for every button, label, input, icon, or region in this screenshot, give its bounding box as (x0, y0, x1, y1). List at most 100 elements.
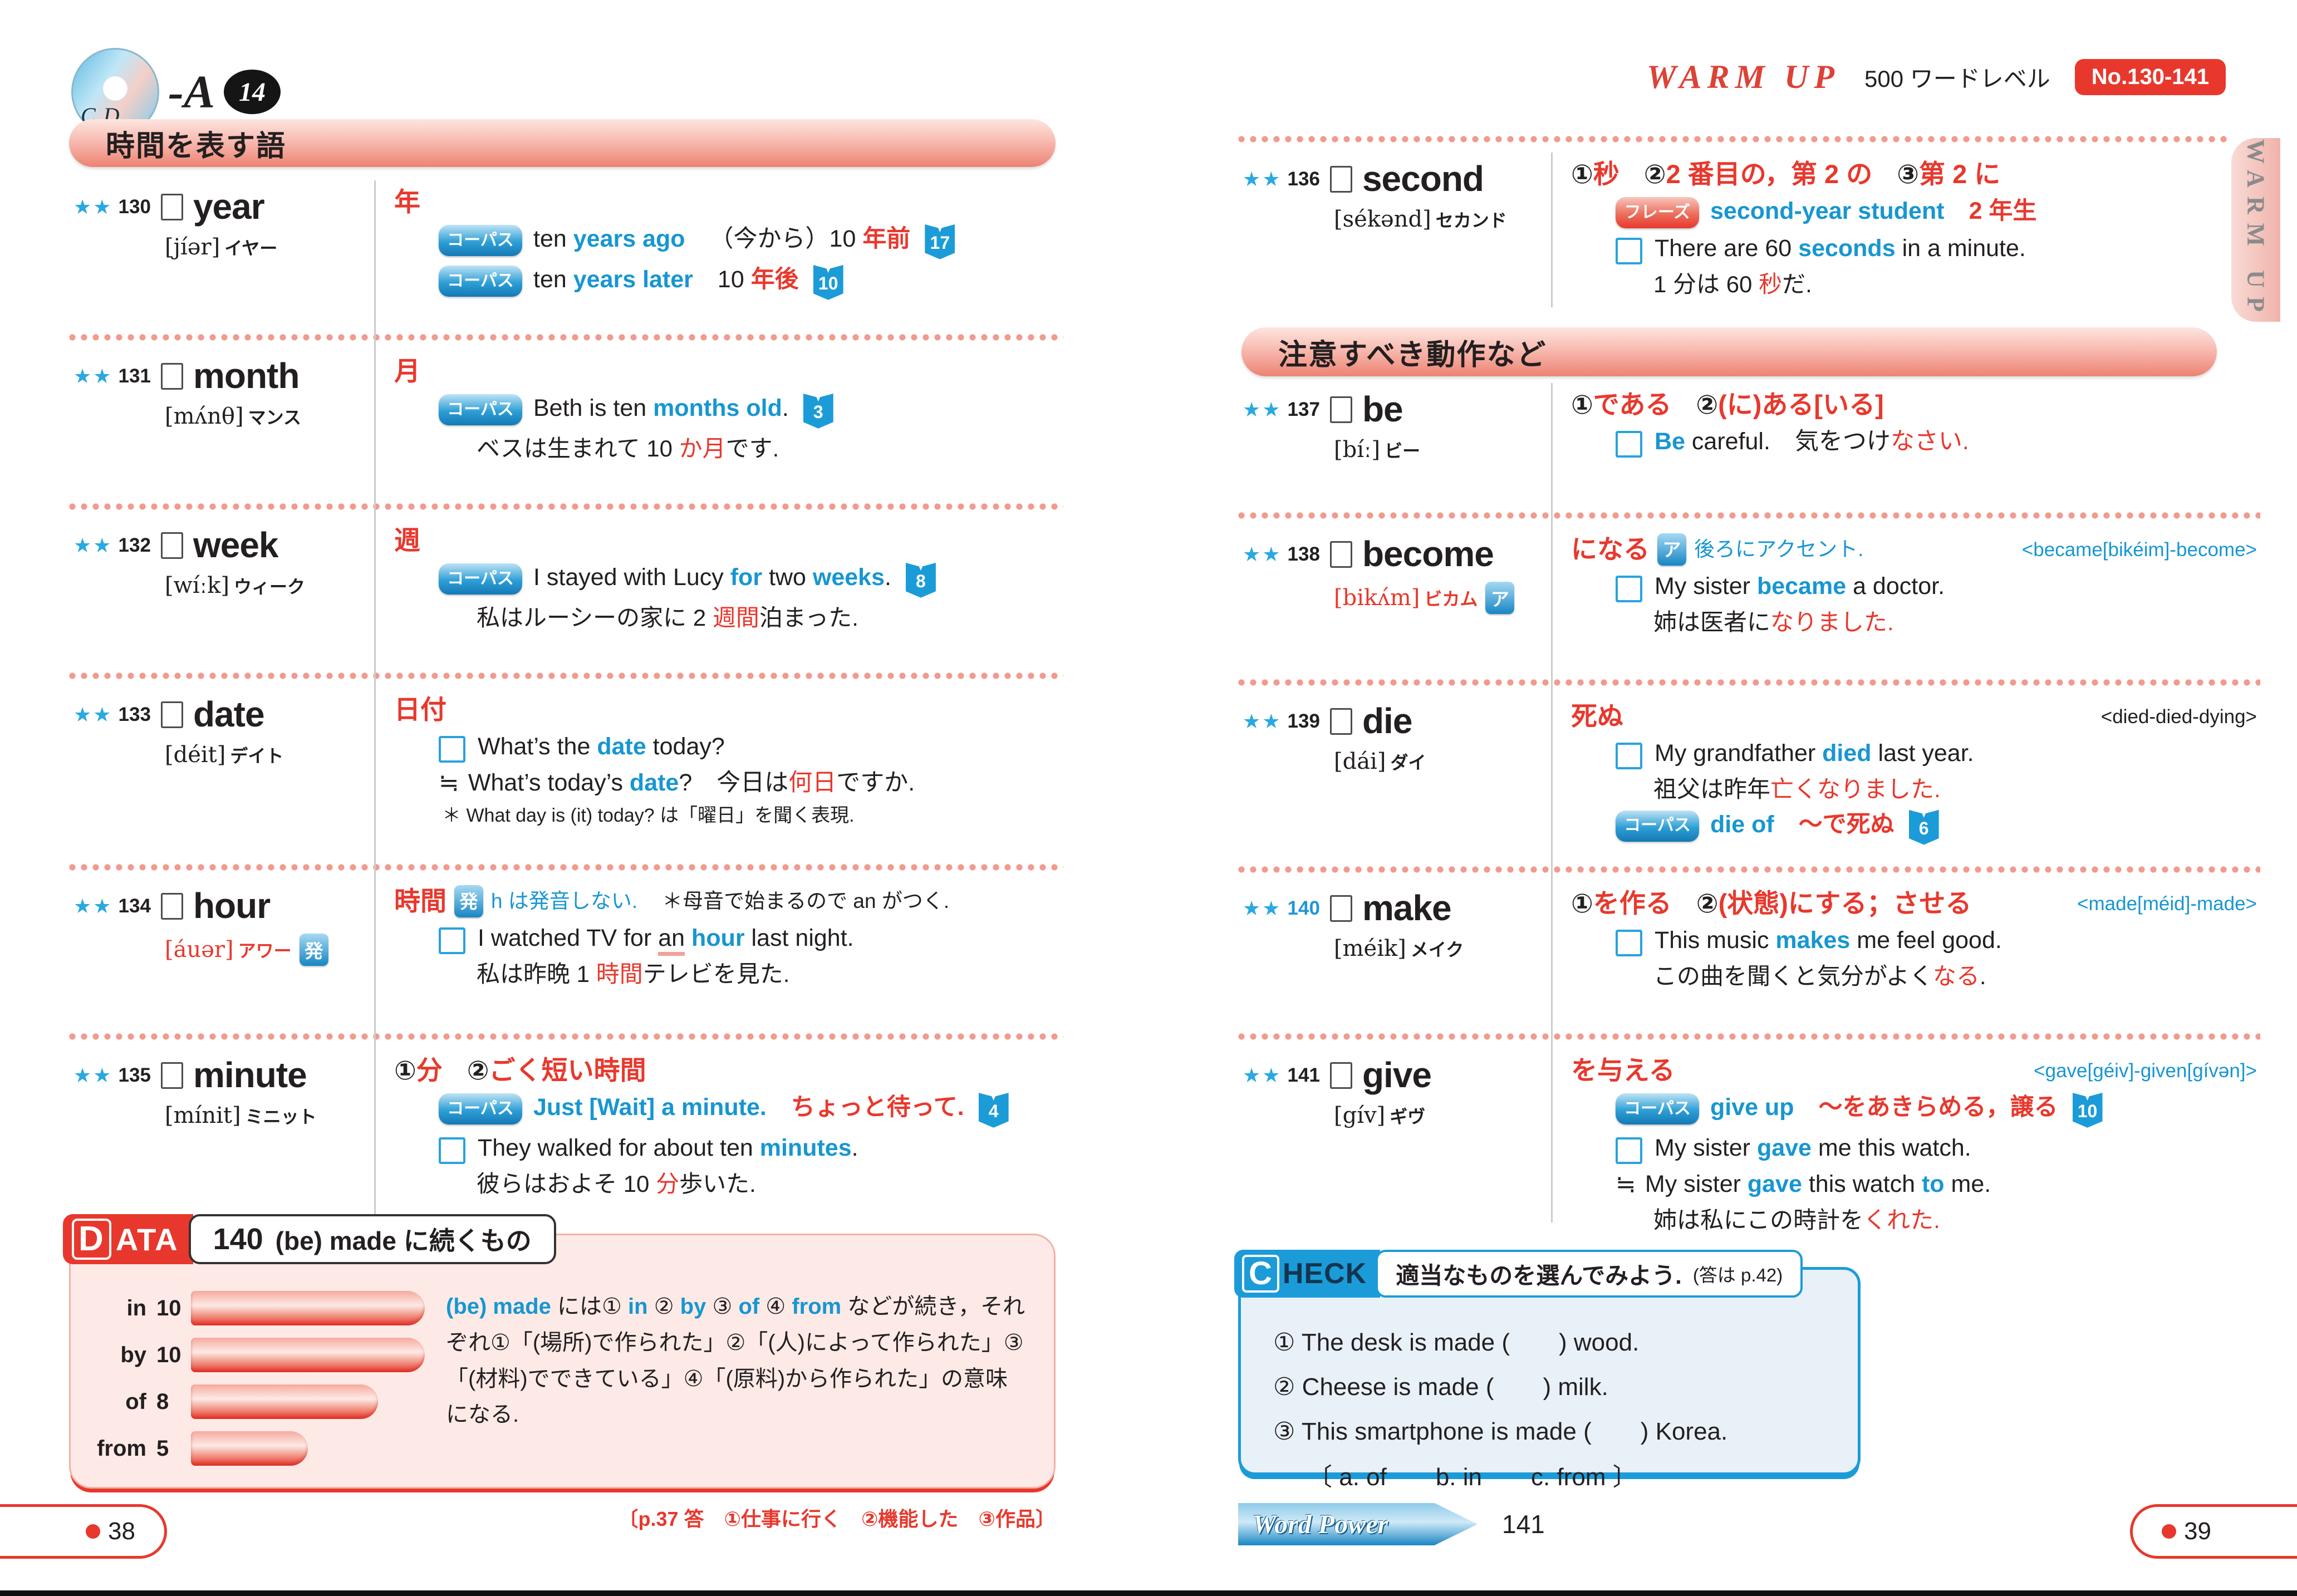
text-segment: . (782, 394, 789, 421)
bar-category-label: of (125, 1389, 146, 1414)
text-segment: hour (691, 924, 745, 951)
text-segment: me. (1944, 1170, 1991, 1197)
text-segment: What’s today’s (468, 769, 630, 796)
vocab-entry: ★★ 138 become [bikʌ́m] ビカムアになるア後ろにアクセント. <bec… (1238, 524, 2260, 674)
example-line: My sister became a doctor. (1616, 571, 2260, 602)
example-text: Beth is ten months old. (533, 393, 789, 424)
text-segment: by (680, 1294, 706, 1319)
example-line: フレーズ second-year student 2 年生 (1616, 196, 2260, 228)
text-segment: なさい. (1890, 428, 1969, 455)
bar-chart: in 10 by 10 of 8 from 5 (84, 1286, 446, 1470)
katakana-reading: アワー (238, 941, 292, 961)
example-text: give up ～をあきらめる，譲る (1710, 1092, 2058, 1123)
text-segment: 第 2 に (1919, 159, 2001, 189)
section-banner-time-words: 時間を表す語 (69, 119, 1056, 167)
example-line: I watched TV for an hour last night. (439, 923, 1063, 956)
text-segment: two (762, 563, 813, 591)
star-rating: ★★ (1243, 167, 1282, 190)
book-icon: 8 (905, 563, 936, 598)
example-line: コーパス ten years ago （今から）10 年前 17 (439, 224, 1063, 259)
book-number: 10 (2077, 1101, 2098, 1122)
text-segment: minutes (759, 1134, 852, 1161)
example-text: ten years later 10 年後 (533, 264, 799, 295)
example-line: 私は昨晩 1 時間テレビを見た. (477, 959, 1063, 989)
text-segment: from (792, 1294, 842, 1319)
dotted-separator (1238, 1033, 2260, 1040)
pron-note-badge: ア (1485, 582, 1515, 615)
text-segment: 月 (394, 356, 420, 386)
meaning-row: を与える <gave[géiv]-given[gívən]> (1571, 1054, 2260, 1087)
vocab-entry: ★★ 132 week [wíːk] ウィーク週コーパス I stayed with Lu… (69, 515, 1063, 667)
pronunciation-row: [méik] メイク (1334, 936, 1551, 961)
entry-number: 141 (1287, 1064, 1320, 1086)
page-number-left: 38 (108, 1518, 135, 1545)
text-segment: ② (1643, 159, 1666, 189)
example-text: What’s the date today? (478, 731, 725, 762)
text-segment: seconds (1798, 234, 1896, 262)
example-checkbox (1616, 575, 1642, 602)
vocab-list-left: ★★ 130 year [jíər] イヤー年コーパス ten years ago （今から… (69, 177, 1063, 1230)
entry-checkbox (1329, 541, 1352, 568)
definition-column: ① である ② (に)ある[いる] Be careful. 気をつけなさい. (1551, 387, 2260, 463)
bar-category-label: from (97, 1436, 146, 1461)
data-box-label: D ATA (63, 1214, 193, 1264)
text-segment: ① (1571, 390, 1593, 419)
katakana-reading: ダイ (1390, 753, 1426, 773)
conjugation-annotation: <made[méid]-made> (2077, 892, 2257, 915)
entry-number: 139 (1287, 710, 1320, 732)
text-segment: ② (467, 1055, 489, 1085)
page-header-right: WARM UP 500 ワードレベル No.130-141 (1647, 58, 2226, 96)
text-segment: last night. (744, 924, 854, 951)
example-text: die of ～で死ぬ (1710, 809, 1894, 840)
text-segment: in a minute. (1895, 234, 2026, 262)
text-segment: ベスは生まれて 10 (477, 435, 679, 461)
text-segment: ③ (1897, 159, 1920, 189)
text-segment: What’s the (478, 733, 597, 760)
page-number-tab-right: 39 (2130, 1504, 2297, 1559)
text-segment: I watched TV for (478, 924, 659, 951)
example-line: コーパス ten years later 10 年後 10 (439, 264, 1063, 300)
text-segment: became (1756, 572, 1847, 600)
section-banner-verbs: 注意すべき動作など (1241, 327, 2217, 376)
definition-column: になるア後ろにアクセント. <became[bikéim]-become> My s… (1551, 532, 2260, 642)
text-segment: years ago (573, 225, 685, 252)
text-segment: 亡くなりました. (1770, 775, 1941, 802)
entry-checkbox (160, 701, 183, 728)
entry-number: 132 (118, 534, 151, 556)
example-line: 1 分は 60 秒だ. (1653, 269, 2260, 299)
text-segment: 秒 (1759, 271, 1783, 297)
example-checkbox (1616, 237, 1642, 264)
text-segment: die of (1710, 811, 1774, 838)
data-box-explanation: (be) made には① in ② by ③ of ④ from などが続き，… (446, 1286, 1029, 1470)
meaning-row: ① である ② (に)ある[いる] (1571, 389, 2260, 421)
text-segment: ＊ What day is (it) today? は「曜日」を聞く表現. (442, 805, 855, 827)
example-line: コーパス die of ～で死ぬ 6 (1616, 809, 2260, 845)
warmup-side-tab-label: WARM UP (2242, 139, 2270, 321)
pronunciation-row: [wíːk] ウィーク (165, 573, 374, 598)
text-segment: 時間 (596, 960, 643, 987)
data-box-header: D ATA 140 (be) made に続くもの (63, 1214, 556, 1264)
pronunciation-row: [jíər] イヤー (165, 234, 374, 260)
text-segment: である (1593, 390, 1672, 419)
data-box: D ATA 140 (be) made に続くもの in 10 by 10 of 8 from… (63, 1214, 1056, 1489)
data-box-title-number: 140 (213, 1222, 263, 1256)
text-segment: (に)ある[いる] (1718, 390, 1884, 419)
book-number: 3 (813, 402, 823, 423)
section-banner-verbs-label: 注意すべき動作など (1278, 338, 1547, 371)
text-segment: ③ (706, 1294, 739, 1319)
corpus-badge: コーパス (439, 1093, 522, 1124)
check-question-list: ① The desk is made ( ) wood. ② Cheese is … (1241, 1270, 1858, 1447)
data-box-label-initial: D (72, 1219, 111, 1260)
example-text: 姉は私にこの時計をくれた. (1653, 1205, 1940, 1235)
pron-note-badge: 発 (299, 934, 328, 966)
text-segment: (状態)にする；させる (1718, 888, 1972, 918)
pron-note-badge: 発 (454, 885, 483, 918)
entry-checkbox (160, 193, 183, 220)
headword: month (193, 356, 300, 396)
text-segment: です. (725, 435, 779, 461)
previous-page-answers: 〔p.37 答 ①仕事に行く ②機能した ③作品〕 (618, 1507, 1056, 1530)
word-row: ★★ 138 become (1238, 535, 1551, 573)
word-row: ★★ 132 week (69, 526, 374, 564)
